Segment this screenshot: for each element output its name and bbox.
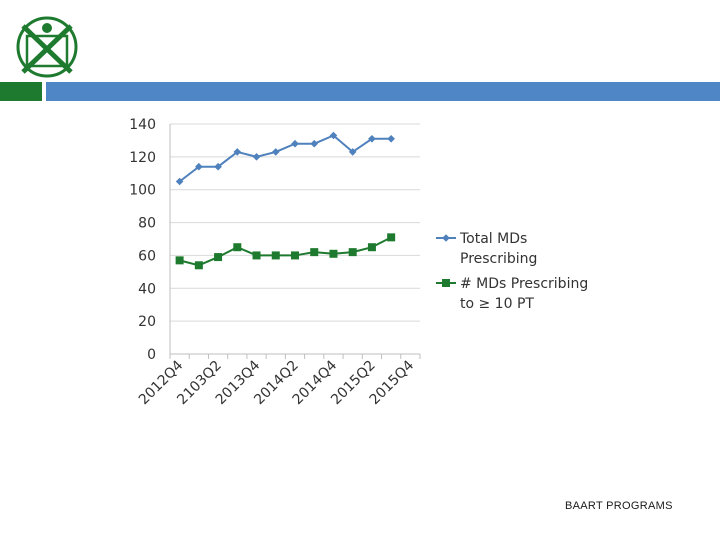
series-line-1 bbox=[179, 236, 392, 267]
y-tick-label: 100 bbox=[129, 183, 156, 199]
legend-marker bbox=[442, 234, 450, 242]
data-point bbox=[175, 177, 184, 186]
y-tick-label: 140 bbox=[129, 117, 156, 133]
data-point bbox=[291, 139, 299, 148]
legend-label: Prescribing bbox=[460, 251, 537, 267]
data-point bbox=[367, 243, 376, 252]
data-point bbox=[233, 148, 242, 156]
data-point bbox=[175, 256, 184, 265]
y-tick-label: 20 bbox=[138, 314, 156, 330]
data-point bbox=[310, 248, 319, 257]
data-point bbox=[271, 251, 280, 260]
data-point bbox=[233, 243, 242, 252]
legend-label: Total MDs bbox=[459, 231, 527, 247]
data-point bbox=[329, 131, 338, 140]
legend-marker bbox=[442, 279, 450, 287]
data-point bbox=[329, 249, 338, 258]
data-point bbox=[252, 153, 261, 161]
data-point bbox=[348, 248, 357, 257]
data-point bbox=[387, 134, 395, 143]
header-bar-green bbox=[0, 82, 42, 101]
data-point bbox=[310, 139, 319, 148]
y-tick-label: 80 bbox=[138, 216, 156, 232]
data-point bbox=[368, 134, 376, 143]
footer-label: BAART PROGRAMS bbox=[565, 500, 673, 512]
y-tick-label: 0 bbox=[147, 347, 156, 363]
data-point bbox=[214, 253, 223, 262]
data-point bbox=[271, 148, 280, 156]
data-point bbox=[214, 162, 222, 171]
baart-logo-icon bbox=[16, 16, 78, 78]
legend-label: to ≥ 10 PT bbox=[460, 296, 534, 312]
legend-label: # MDs Prescribing bbox=[460, 276, 588, 292]
data-point bbox=[195, 162, 203, 171]
data-point bbox=[348, 148, 357, 156]
y-tick-label: 120 bbox=[129, 150, 156, 166]
data-point bbox=[387, 233, 396, 242]
y-tick-label: 40 bbox=[138, 281, 156, 297]
data-point bbox=[194, 261, 203, 270]
data-point bbox=[291, 251, 299, 260]
y-tick-label: 60 bbox=[138, 248, 156, 264]
header-bar-blue bbox=[46, 82, 720, 101]
series-line-0 bbox=[179, 134, 392, 183]
data-point bbox=[252, 251, 261, 260]
